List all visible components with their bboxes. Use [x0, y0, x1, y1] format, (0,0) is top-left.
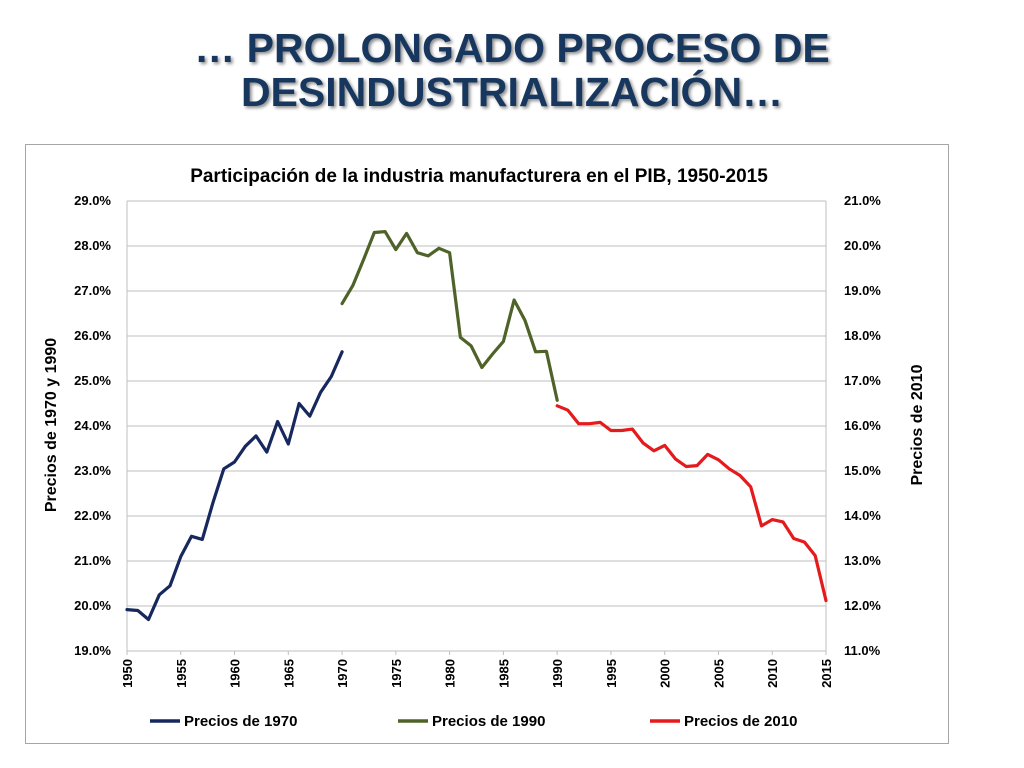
y-tick-label-right: 14.0%	[844, 508, 881, 523]
y-tick-label-right: 17.0%	[844, 373, 881, 388]
gridlines	[126, 200, 827, 655]
y-tick-label-left: 23.0%	[74, 463, 111, 478]
x-tick-label: 2010	[765, 659, 780, 688]
legend-label: Precios de 1990	[432, 713, 545, 730]
x-tick-label: 1965	[281, 659, 296, 688]
slide-title-line-2: DESINDUSTRIALIZACIÓN…	[240, 69, 784, 115]
y-tick-label-left: 24.0%	[74, 418, 111, 433]
legend-item-1: Precios de 1970	[150, 713, 297, 730]
y-tick-label-right: 12.0%	[844, 598, 881, 613]
series-line-3	[555, 404, 828, 603]
y-tick-label-right: 15.0%	[844, 463, 881, 478]
y-tick-label-right: 20.0%	[844, 238, 881, 253]
series-line-1	[125, 350, 344, 622]
legend-item-2: Precios de 1990	[398, 713, 545, 730]
slide-title: … PROLONGADO PROCESO DE DESINDUSTRIALIZA…	[0, 26, 1024, 114]
x-tick-label: 1980	[443, 659, 458, 688]
series-lines	[125, 230, 828, 622]
x-tick-label: 1975	[389, 659, 404, 688]
legend-item-3: Precios de 2010	[650, 713, 797, 730]
legend-label: Precios de 1970	[184, 713, 297, 730]
y-tick-label-right: 16.0%	[844, 418, 881, 433]
series-line-2	[340, 230, 559, 402]
axis-ticks: 19.0% 11.0% 20.0% 12.0% 21.0% 13.0% 22.0% 14.0%…	[74, 193, 881, 688]
y-tick-label-left: 25.0%	[74, 373, 111, 388]
y-tick-label-right: 13.0%	[844, 553, 881, 568]
chart-frame	[25, 144, 949, 744]
x-tick-label: 1955	[174, 659, 189, 688]
y-tick-label-left: 26.0%	[74, 328, 111, 343]
y-tick-label-left: 22.0%	[74, 508, 111, 523]
y-tick-label-right: 19.0%	[844, 283, 881, 298]
y-tick-label-right: 18.0%	[844, 328, 881, 343]
y-tick-label-left: 20.0%	[74, 598, 111, 613]
chart-title: Participación de la industria manufactur…	[190, 166, 768, 187]
x-tick-label: 1985	[496, 659, 511, 688]
y-tick-label-right: 11.0%	[844, 643, 881, 658]
x-tick-label: 1960	[228, 659, 243, 688]
slide-title-line-1: … PROLONGADO PROCESO DE	[194, 25, 830, 71]
x-tick-label: 1970	[335, 659, 350, 688]
y-tick-label-left: 21.0%	[74, 553, 111, 568]
x-tick-label: 1995	[604, 659, 619, 688]
y-axis-label-right: Precios de 2010	[909, 364, 926, 485]
y-tick-label-left: 19.0%	[74, 643, 111, 658]
y-tick-label-right: 21.0%	[844, 193, 881, 208]
x-tick-label: 2000	[658, 659, 673, 688]
x-tick-label: 1990	[550, 659, 565, 688]
y-tick-label-left: 29.0%	[74, 193, 111, 208]
y-tick-label-left: 28.0%	[74, 238, 111, 253]
x-tick-label: 2005	[711, 659, 726, 688]
legend: Precios de 1970 Precios de 1990 Precios de…	[150, 713, 797, 730]
x-tick-label: 1950	[120, 659, 135, 688]
x-tick-label: 2015	[819, 659, 834, 688]
y-tick-label-left: 27.0%	[74, 283, 111, 298]
y-axis-label-left: Precios de 1970 y 1990	[43, 338, 60, 512]
legend-label: Precios de 2010	[684, 713, 797, 730]
